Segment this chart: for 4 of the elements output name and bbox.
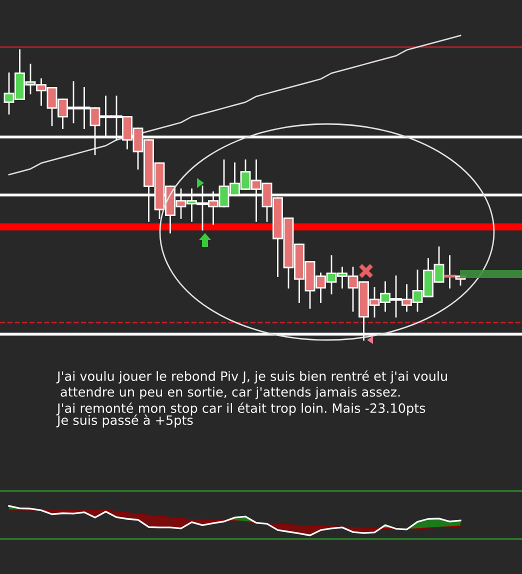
text: J'ai remonté mon stop car il était trop loin. Mais -23.10pts xyxy=(56,402,426,416)
text: J'ai voulu jouer le rebond Piv J, je suis bien rentré et j'ai voulu xyxy=(56,370,447,384)
text: Je suis passé à +5pts xyxy=(56,414,193,428)
text: attendre un peu en sortie, car j'attends jamais assez. xyxy=(60,386,400,400)
